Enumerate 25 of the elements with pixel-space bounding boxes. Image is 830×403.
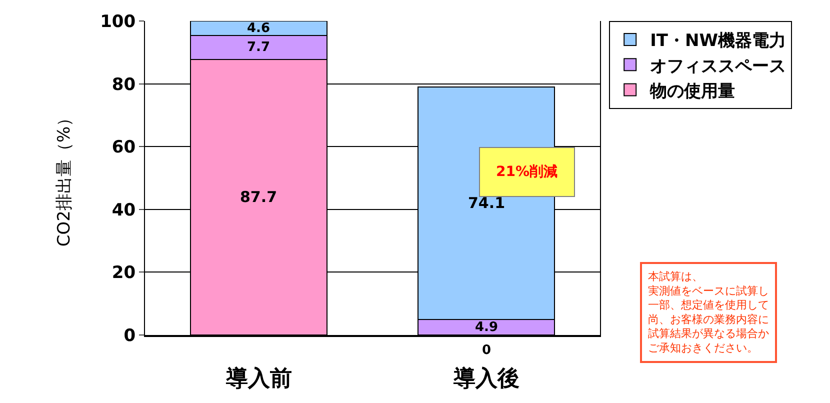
text: 試算結果が異なる場合か <box>648 327 769 340</box>
legend-label: IT・NW機器電力 <box>650 31 786 52</box>
legend-label: オフィススペース <box>650 56 786 76</box>
y-axis-title: CO2排出量（%） <box>54 109 75 247</box>
data-label: 7.7 <box>247 40 270 55</box>
x-tick-label: 導入前 <box>224 365 292 392</box>
data-label: 87.7 <box>240 188 278 206</box>
legend-label: 物の使用量 <box>649 81 736 102</box>
y-tick-label: 20 <box>112 263 136 284</box>
text: 尚、お客様の業務内容に <box>648 312 769 326</box>
data-label: 74.1 <box>468 194 506 212</box>
text: 実測値をベースに試算し <box>648 284 769 298</box>
text: 一部、想定値を使用して <box>648 298 769 312</box>
y-tick-label: 100 <box>100 12 136 32</box>
y-tick-label: 0 <box>124 326 136 346</box>
y-tick-label: 40 <box>112 200 136 220</box>
text: 本試算は、 <box>648 270 703 283</box>
text: ご承知おきください。 <box>648 342 758 354</box>
data-label: 4.6 <box>247 21 270 36</box>
x-tick-label: 導入後 <box>452 365 520 392</box>
data-label: 4.9 <box>475 320 498 335</box>
annotation: 21%削減 <box>496 164 558 180</box>
y-tick-label: 80 <box>112 74 136 95</box>
annotation: 0 <box>482 343 492 358</box>
y-tick-label: 60 <box>112 138 136 158</box>
